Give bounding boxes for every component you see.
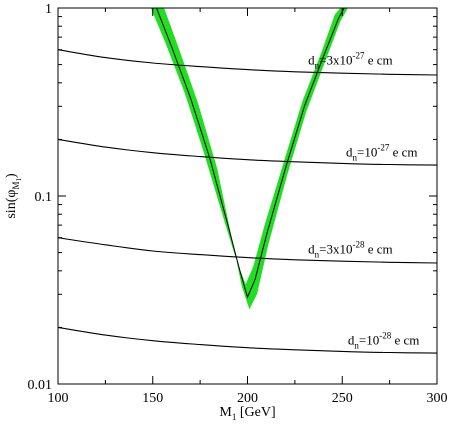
- series-line-1: [58, 49, 437, 76]
- series-annotation-3: dn=3x10-28 e cm: [308, 239, 393, 259]
- x-tick-label: 150: [142, 391, 163, 406]
- series-line-2: [58, 138, 437, 166]
- series-line-4: [58, 326, 437, 354]
- annotation-unit: e cm: [364, 53, 392, 68]
- axis-ticks: 100 150 200 250 300 0.01 0.1 1: [28, 2, 448, 406]
- series-line-3: [58, 237, 437, 264]
- annotation-sub: n: [353, 153, 358, 163]
- y-axis-label-subsub: 1: [15, 178, 23, 182]
- annotation-sub: n: [315, 61, 320, 71]
- annotation-eq: =10: [359, 333, 379, 348]
- annotation-sub: n: [315, 249, 320, 259]
- x-axis-label-unit: [GeV]: [236, 405, 275, 420]
- y-tick-label: 0.1: [35, 190, 53, 205]
- x-tick-label: 100: [48, 391, 69, 406]
- x-tick-label: 250: [332, 391, 353, 406]
- confidence-band: [150, 8, 348, 310]
- annotation-eq: =3x10: [319, 241, 352, 256]
- annotation-base: d: [308, 241, 315, 256]
- band-center-line: [156, 8, 345, 299]
- band-area: [150, 8, 348, 310]
- annotation-sup: -28: [379, 331, 391, 341]
- x-axis-label-sub: 1: [232, 412, 237, 422]
- y-axis-label: sin(φM1): [4, 173, 23, 219]
- y-axis-label-close: ): [4, 173, 19, 178]
- annotation-base: d: [348, 333, 355, 348]
- annotation-sup: -27: [377, 143, 389, 153]
- x-tick-label: 200: [237, 391, 258, 406]
- series-lines: [58, 49, 437, 354]
- x-axis-label-main: M: [219, 405, 232, 420]
- y-axis-label-sub: M: [11, 182, 21, 190]
- series-annotation-2: dn=10-27 e cm: [346, 143, 418, 163]
- annotation-eq: =3x10: [319, 53, 352, 68]
- annotation-sup: -28: [352, 239, 364, 249]
- series-annotation-4: dn=10-28 e cm: [348, 331, 420, 351]
- annotation-sup: -27: [352, 51, 364, 61]
- annotation-base: d: [346, 145, 353, 160]
- annotation-base: d: [308, 53, 315, 68]
- y-axis-label-main: sin(φ: [4, 190, 19, 219]
- y-tick-label: 0.01: [28, 378, 53, 393]
- annotation-eq: =10: [357, 145, 377, 160]
- x-axis-label: M1 [GeV]: [219, 405, 275, 422]
- x-tick-label: 300: [427, 391, 448, 406]
- annotation-sub: n: [354, 341, 359, 351]
- annotation-unit: e cm: [389, 145, 417, 160]
- annotation-unit: e cm: [364, 241, 392, 256]
- series-annotation-1: dn=3x10-27 e cm: [308, 51, 393, 71]
- y-tick-label: 1: [45, 2, 52, 17]
- annotation-unit: e cm: [391, 333, 419, 348]
